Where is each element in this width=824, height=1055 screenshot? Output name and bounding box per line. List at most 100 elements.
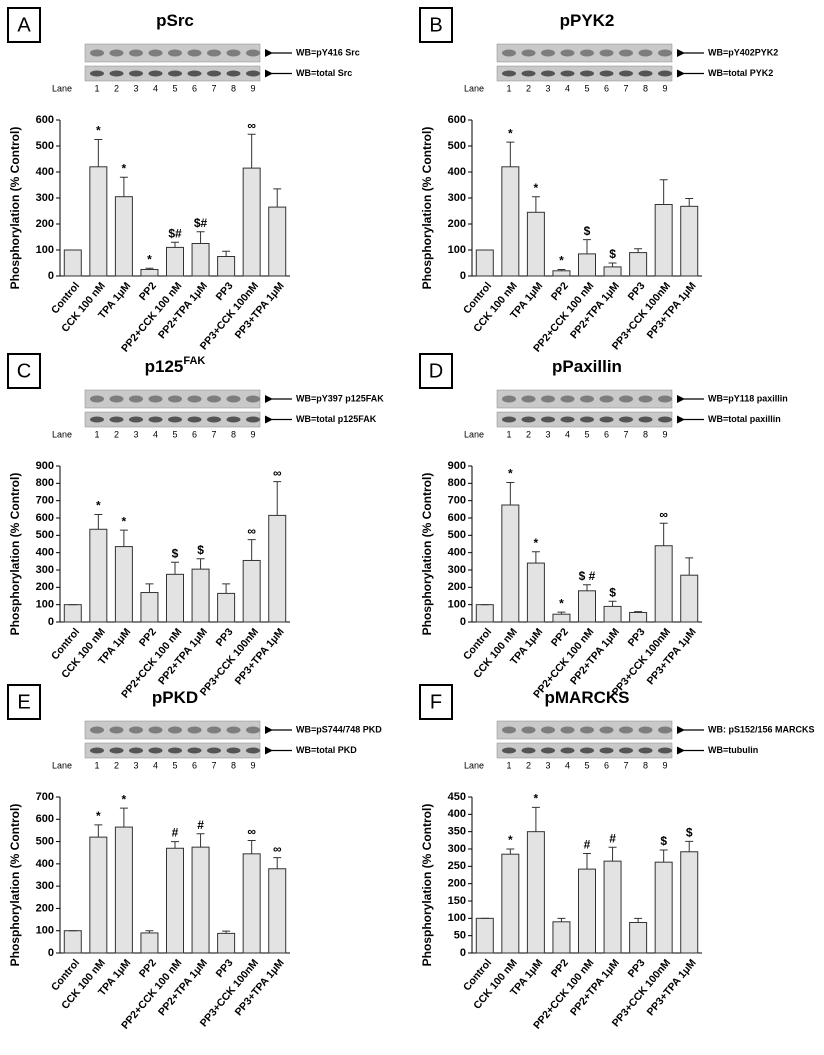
- bar: [89, 166, 108, 277]
- lane-number: 1: [506, 760, 511, 770]
- y-tick-label: 500: [36, 835, 54, 847]
- error-bar: [506, 481, 515, 505]
- blot-band: [207, 49, 221, 57]
- title-main: pPKD: [152, 688, 198, 707]
- blot-label: WB=total paxillin: [708, 414, 781, 424]
- bar: [166, 847, 184, 954]
- panel-letter: B: [429, 14, 442, 36]
- y-tick-label: 200: [36, 218, 54, 230]
- blot-band: [619, 49, 633, 57]
- blot-band: [638, 70, 653, 77]
- chart-title: pPaxillin: [552, 357, 622, 376]
- bar: [629, 921, 648, 954]
- lane-number: 9: [250, 760, 255, 770]
- bar: [680, 574, 699, 623]
- y-tick-label: 800: [36, 477, 54, 489]
- y-tick-label: 400: [448, 808, 466, 820]
- blot-band: [580, 416, 594, 423]
- y-tick-label: 200: [448, 878, 466, 890]
- panel-letter-box: [419, 684, 453, 720]
- panel-letter-box: [7, 7, 41, 43]
- bar: [140, 932, 159, 954]
- blot-band: [90, 70, 104, 77]
- lane-number: 1: [506, 83, 511, 93]
- error-bar: [685, 198, 694, 207]
- lane-number: 8: [643, 760, 648, 770]
- blot-band: [658, 49, 672, 57]
- error-bar: [685, 557, 694, 576]
- bar: [242, 167, 261, 277]
- bar: [191, 568, 210, 623]
- y-tick-label: 700: [36, 495, 54, 507]
- lane-number: 9: [662, 760, 667, 770]
- lane-number: 9: [662, 429, 667, 439]
- lane-number: 4: [153, 429, 158, 439]
- blot-band: [187, 747, 202, 754]
- significance-mark: $: [609, 585, 616, 599]
- lane-number: 8: [231, 760, 236, 770]
- y-tick-label: 900: [448, 460, 466, 472]
- significance-mark: *: [96, 124, 101, 138]
- title-main: pPYK2: [560, 11, 615, 30]
- lane-number: 2: [114, 83, 119, 93]
- lane-label: Lane: [464, 760, 484, 770]
- error-bar: [222, 583, 231, 594]
- y-tick-label: 400: [448, 547, 466, 559]
- y-tick-label: 300: [448, 843, 466, 855]
- blot-band: [187, 395, 202, 403]
- blot-band: [658, 416, 672, 423]
- blot-band: [129, 416, 143, 423]
- bar: [501, 504, 520, 623]
- blot-band: [168, 747, 182, 754]
- blot-band: [580, 70, 594, 77]
- lane-label: Lane: [52, 83, 72, 93]
- blot-strip: [84, 720, 261, 740]
- blot-band: [560, 49, 575, 57]
- significance-mark: $: [686, 826, 693, 840]
- y-tick-label: 600: [36, 512, 54, 524]
- significance-mark: *: [559, 596, 564, 610]
- blot-label: WB=pY397 p125FAK: [296, 393, 384, 403]
- blot-band: [148, 49, 163, 57]
- blot-band: [502, 747, 516, 754]
- error-bar: [531, 196, 540, 213]
- blot-label: WB=total p125FAK: [296, 414, 377, 424]
- panel-letter: E: [17, 691, 30, 713]
- significance-mark: *: [147, 252, 152, 266]
- error-bar: [196, 833, 205, 848]
- bar: [654, 545, 673, 623]
- chart-title: pSrc: [156, 11, 194, 30]
- bar: [475, 917, 494, 954]
- blot-label: WB=pY402PYK2: [708, 47, 778, 57]
- error-bar: [659, 849, 668, 863]
- bar: [191, 243, 210, 277]
- bar: [526, 831, 545, 954]
- error-bar: [634, 248, 643, 253]
- y-tick-label: 0: [460, 947, 466, 959]
- significance-mark: *: [534, 536, 539, 550]
- lane-number: 7: [623, 760, 628, 770]
- error-bar: [222, 930, 231, 934]
- error-bar: [247, 133, 256, 169]
- significance-mark: ∞: [247, 825, 256, 839]
- bar: [603, 605, 622, 623]
- blot-band: [560, 747, 575, 754]
- lane-number: 6: [192, 760, 197, 770]
- bar: [526, 211, 545, 277]
- title-main: pMARCKS: [545, 688, 630, 707]
- blot-band: [502, 70, 516, 77]
- bar: [629, 611, 648, 623]
- y-axis-label: Phosphorylation (% Control): [8, 127, 22, 290]
- blot-band: [638, 49, 653, 57]
- x-tick-label: PP2: [137, 280, 159, 303]
- significance-mark: *: [559, 254, 564, 268]
- lane-number: 2: [114, 760, 119, 770]
- bar: [191, 846, 210, 954]
- blot-band: [90, 726, 104, 734]
- error-bar: [119, 176, 128, 197]
- y-tick-label: 150: [448, 895, 466, 907]
- bar: [166, 246, 184, 277]
